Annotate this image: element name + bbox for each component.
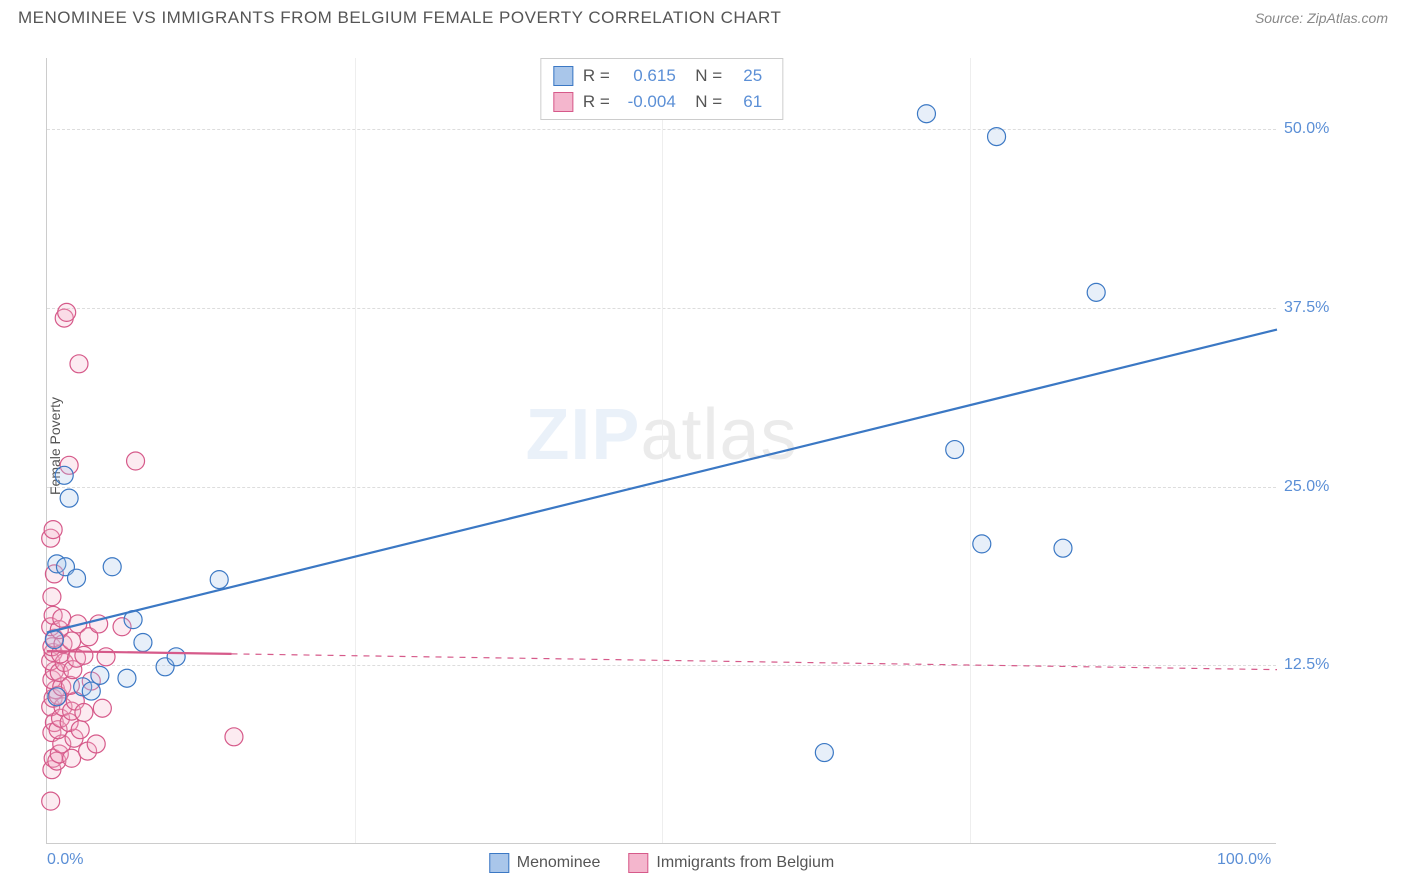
data-point — [87, 735, 105, 753]
data-point — [55, 466, 73, 484]
data-point — [82, 682, 100, 700]
data-point — [68, 569, 86, 587]
swatch-bottom-2 — [628, 853, 648, 873]
legend-item-1: Menominee — [489, 853, 601, 873]
data-point — [42, 792, 60, 810]
data-point — [93, 699, 111, 717]
data-point — [815, 744, 833, 762]
swatch-bottom-1 — [489, 853, 509, 873]
data-point — [75, 704, 93, 722]
x-tick: 100.0% — [1217, 851, 1271, 869]
data-point — [53, 609, 71, 627]
swatch-series-1 — [553, 66, 573, 86]
legend-row-series-1: R = 0.615 N = 25 — [553, 63, 762, 89]
correlation-legend: R = 0.615 N = 25 R = -0.004 N = 61 — [540, 58, 783, 120]
data-point — [48, 688, 66, 706]
legend-label-1: Menominee — [517, 854, 601, 872]
n-value-series-1: 25 — [732, 63, 762, 89]
data-point — [134, 633, 152, 651]
data-point — [91, 666, 109, 684]
trend-line — [47, 330, 1277, 633]
data-point — [167, 648, 185, 666]
r-value-series-2: -0.004 — [620, 89, 676, 115]
data-point — [118, 669, 136, 687]
swatch-series-2 — [553, 92, 573, 112]
chart-header: MENOMINEE VS IMMIGRANTS FROM BELGIUM FEM… — [0, 0, 1406, 42]
x-tick: 0.0% — [47, 851, 83, 869]
data-point — [44, 521, 62, 539]
y-tick: 37.5% — [1284, 299, 1360, 317]
plot-area: ZIPatlas R = 0.615 N = 25 R = -0.004 N =… — [46, 58, 1276, 844]
r-value-series-1: 0.615 — [620, 63, 676, 89]
data-point — [1087, 283, 1105, 301]
data-point — [1054, 539, 1072, 557]
data-point — [63, 749, 81, 767]
data-point — [988, 128, 1006, 146]
data-point — [60, 489, 78, 507]
y-tick: 50.0% — [1284, 120, 1360, 138]
data-point — [946, 441, 964, 459]
data-point — [210, 571, 228, 589]
data-point — [127, 452, 145, 470]
data-point — [70, 355, 88, 373]
data-point — [97, 648, 115, 666]
y-tick: 25.0% — [1284, 478, 1360, 496]
data-point — [71, 721, 89, 739]
legend-item-2: Immigrants from Belgium — [628, 853, 834, 873]
data-point — [63, 632, 81, 650]
data-point — [973, 535, 991, 553]
data-point — [103, 558, 121, 576]
chart-title: MENOMINEE VS IMMIGRANTS FROM BELGIUM FEM… — [18, 8, 781, 28]
n-value-series-2: 61 — [732, 89, 762, 115]
scatter-plot-svg — [47, 58, 1276, 843]
data-point — [58, 303, 76, 321]
data-point — [225, 728, 243, 746]
series-legend: Menominee Immigrants from Belgium — [489, 853, 834, 873]
chart-source: Source: ZipAtlas.com — [1255, 10, 1388, 26]
y-tick: 12.5% — [1284, 656, 1360, 674]
legend-row-series-2: R = -0.004 N = 61 — [553, 89, 762, 115]
legend-label-2: Immigrants from Belgium — [656, 854, 834, 872]
trend-line-extrapolated — [232, 654, 1278, 670]
data-point — [43, 588, 61, 606]
data-point — [917, 105, 935, 123]
data-point — [75, 646, 93, 664]
